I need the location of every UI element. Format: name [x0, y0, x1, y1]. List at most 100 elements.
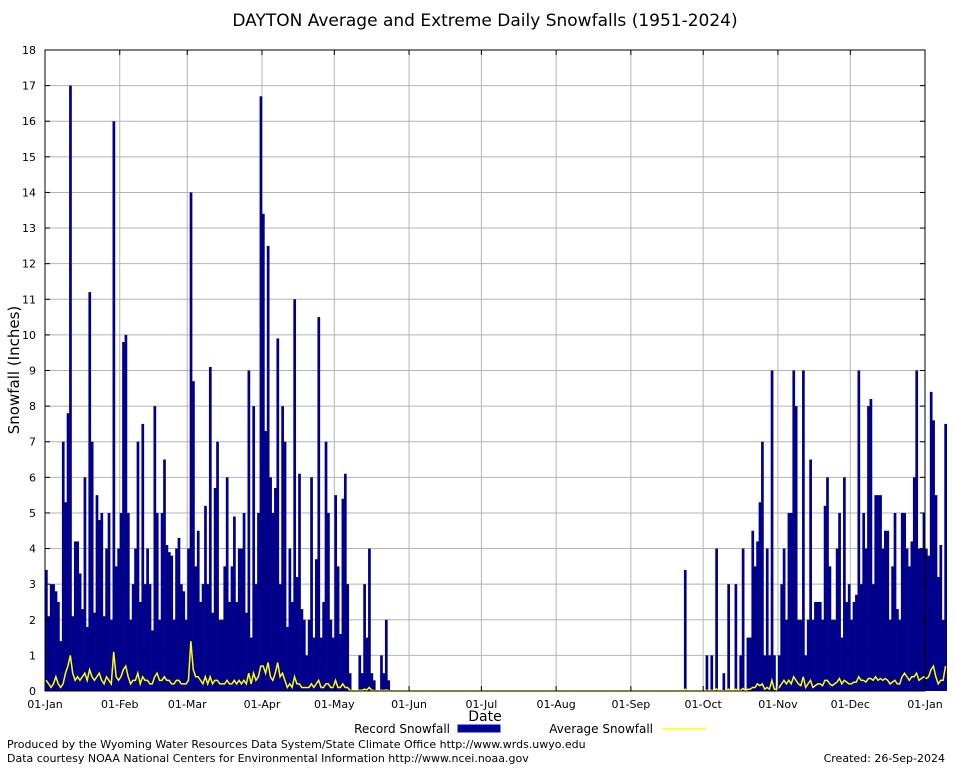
record-snowfall-bar: [201, 584, 205, 691]
record-snowfall-bar: [871, 584, 875, 691]
record-snowfall-bar: [900, 512, 904, 691]
record-snowfall-bar: [107, 512, 111, 691]
record-snowfall-bar: [235, 601, 239, 691]
record-snowfall-bar: [300, 609, 304, 691]
record-snowfall-bar: [734, 584, 738, 691]
footer-created-date: Created: 26-Sep-2024: [824, 752, 945, 765]
record-snowfall-bar: [266, 245, 270, 692]
x-tick-label: 01-Jun: [391, 698, 427, 711]
record-snowfall-bar: [165, 544, 169, 691]
record-snowfall-bar: [331, 637, 335, 691]
record-snowfall-bar: [189, 192, 193, 691]
record-snowfall-bar: [859, 584, 863, 691]
record-snowfall-bar: [816, 601, 820, 691]
record-snowfall-bar: [862, 512, 866, 691]
x-tick-label: 01-Feb: [101, 698, 138, 711]
record-snowfall-bar: [49, 584, 53, 691]
record-snowfall-bar: [845, 601, 849, 691]
record-snowfall-bar: [76, 541, 80, 691]
record-snowfall-bar: [346, 584, 350, 691]
record-snowfall-bar: [857, 370, 861, 691]
record-snowfall-bar: [343, 473, 347, 691]
record-snowfall-bar: [196, 530, 200, 691]
record-snowfall-bar: [756, 541, 759, 691]
record-snowfall-bar: [307, 619, 311, 691]
record-snowfall-bar: [69, 85, 72, 692]
record-snowfall-bar: [249, 637, 253, 691]
record-snowfall-bar: [259, 96, 263, 692]
record-snowfall-bar: [830, 619, 834, 691]
record-snowfall-bar: [891, 566, 894, 691]
record-snowfall-bar: [768, 655, 771, 691]
record-snowfall-bar: [869, 398, 873, 691]
record-snowfall-bar: [821, 619, 825, 691]
legend-record-swatch: [457, 724, 501, 733]
record-snowfall-bar: [254, 584, 258, 691]
record-snowfall-bar: [129, 619, 133, 691]
record-snowfall-bar: [139, 601, 142, 691]
record-snowfall-bar: [54, 591, 58, 691]
y-tick-label: 3: [29, 578, 36, 591]
record-snowfall-bar: [95, 495, 99, 691]
record-snowfall-bar: [797, 619, 800, 691]
record-snowfall-bar: [281, 406, 284, 691]
record-snowfall-bar: [81, 609, 84, 691]
record-snowfall-bar: [269, 477, 272, 691]
record-snowfall-bar: [136, 441, 140, 691]
record-snowfall-bar: [879, 495, 882, 691]
record-snowfall-bar: [758, 502, 762, 691]
record-snowfall-bar: [112, 121, 116, 692]
x-tick-label: 01-Jan: [907, 698, 943, 711]
record-snowfall-bar: [384, 619, 388, 691]
record-snowfall-bar: [727, 584, 731, 691]
record-snowfall-bar: [329, 619, 333, 691]
record-snowfall-bar: [295, 577, 299, 691]
record-snowfall-bar: [83, 477, 87, 691]
record-snowfall-bar: [167, 552, 171, 691]
record-snowfall-bar: [290, 601, 294, 691]
y-tick-label: 8: [29, 400, 36, 413]
footer-credit-line2: Data courtesy NOAA National Centers for …: [7, 752, 529, 765]
record-snowfall-bar: [155, 512, 159, 691]
record-snowfall-bar: [710, 655, 714, 691]
record-snowfall-bar: [293, 299, 297, 691]
record-snowfall-bar: [153, 406, 157, 691]
y-tick-label: 5: [29, 507, 36, 520]
record-snowfall-bar: [884, 530, 887, 691]
record-snowfall-bar: [204, 505, 207, 691]
record-snowfall-bar: [814, 601, 817, 691]
x-tick-label: 01-Jul: [465, 698, 497, 711]
record-snowfall-bar: [151, 630, 154, 691]
record-snowfall-bar: [274, 488, 277, 691]
legend-average-label: Average Snowfall: [549, 722, 653, 736]
record-snowfall-bar: [912, 477, 916, 691]
record-snowfall-bar: [915, 370, 919, 691]
record-snowfall-bar: [194, 566, 198, 691]
record-snowfall-bar: [230, 566, 234, 691]
record-snowfall-bar: [143, 584, 147, 691]
record-snowfall-bar: [71, 616, 75, 691]
record-snowfall-bar: [855, 594, 858, 691]
record-snowfall-bar: [937, 577, 940, 691]
record-snowfall-bar: [223, 566, 227, 691]
record-snowfall-bar: [160, 512, 164, 691]
record-snowfall-bar: [929, 391, 933, 691]
record-snowfall-bar: [898, 619, 902, 691]
record-snowfall-bar: [917, 548, 921, 691]
record-snowfall-bar: [213, 488, 217, 691]
record-snowfall-bar: [59, 641, 63, 691]
record-snowfall-bar: [271, 512, 275, 691]
y-tick-label: 2: [29, 614, 36, 627]
record-snowfall-bar: [833, 619, 837, 691]
record-snowfall-bar: [365, 637, 369, 691]
record-snowfall-bar: [208, 366, 212, 691]
record-snowfall-bar: [893, 512, 897, 691]
y-tick-label: 16: [22, 115, 36, 128]
chart-title: DAYTON Average and Extreme Daily Snowfal…: [232, 11, 737, 31]
record-snowfall-bar: [799, 619, 803, 691]
record-snowfall-bar: [903, 512, 907, 691]
record-snowfall-bar: [927, 555, 931, 691]
record-snowfall-bar: [828, 566, 832, 691]
record-snowfall-bar: [341, 498, 345, 691]
